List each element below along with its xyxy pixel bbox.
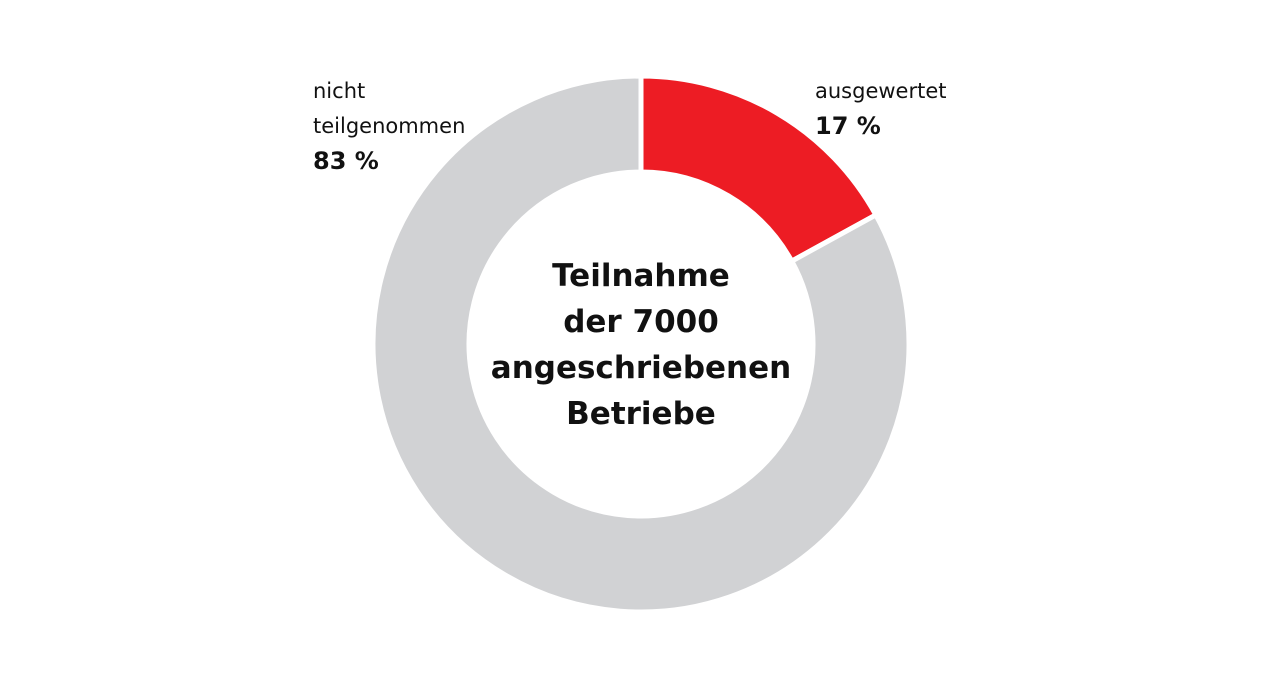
donut-slice — [370, 73, 912, 615]
value-label: 83 % — [313, 147, 379, 175]
category-label: nicht teilgenommen — [313, 79, 466, 138]
slice-label: ausgewertet 17 % — [815, 74, 985, 144]
category-label: ausgewertet — [815, 79, 947, 103]
slice-label: nicht teilgenommen 83 % — [313, 74, 483, 179]
chart-title: Teilnahme der 7000 angeschriebenen Betri… — [490, 258, 792, 432]
value-label: 17 % — [815, 112, 881, 140]
